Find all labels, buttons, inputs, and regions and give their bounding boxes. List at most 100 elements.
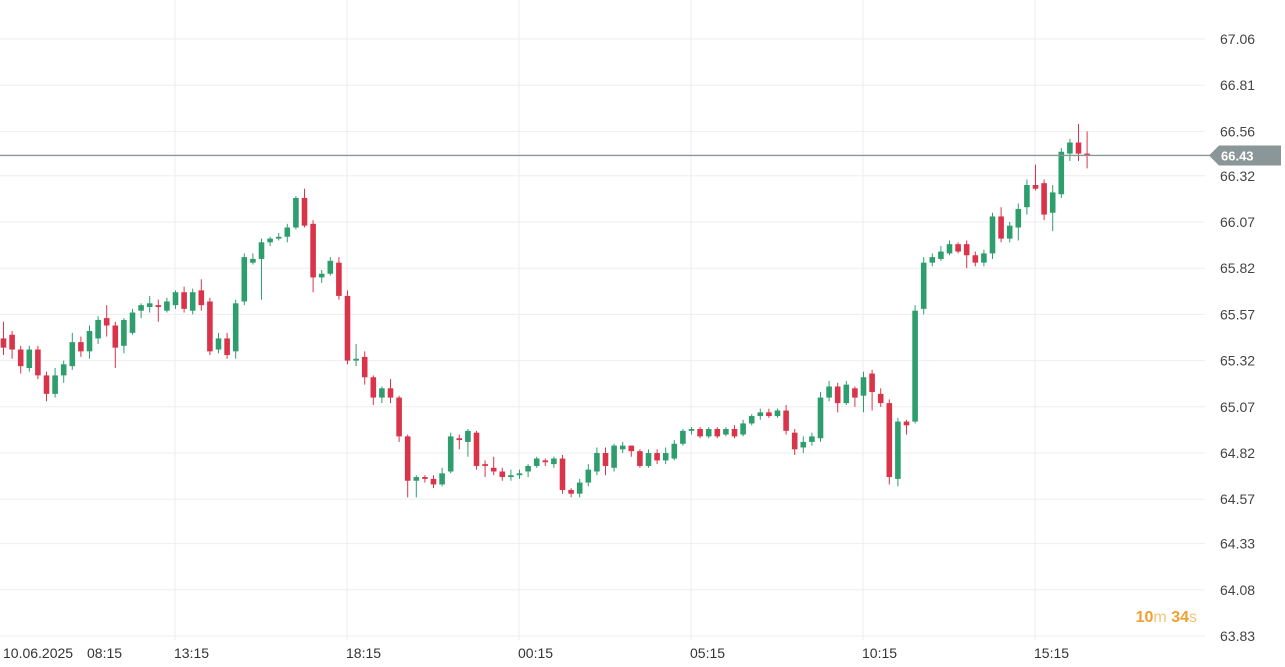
y-tick-label: 65.82 [1220,260,1255,276]
candle-body [473,432,480,466]
candle-body [181,292,187,309]
candle-body [275,236,282,239]
candle-body [43,375,50,394]
candle-body [843,384,850,404]
candle-body [1084,153,1090,156]
candle-body [809,436,815,442]
y-tick-label: 65.32 [1220,353,1255,369]
candle-body [112,325,119,348]
candle-body [103,318,110,326]
candle-body [310,223,316,278]
candle-body [439,473,445,485]
y-tick-label: 66.56 [1220,123,1255,139]
candle-body [258,242,265,259]
candle-body [834,386,841,404]
candle-body [551,458,557,465]
candle-body [705,428,712,437]
candle-body [766,412,772,417]
candle-body [740,423,746,435]
candle-body [611,445,617,468]
candle-body [344,295,351,361]
candle-body [783,410,789,431]
candle-body [1006,225,1013,239]
candle-body [121,319,127,346]
candle-body [387,388,394,398]
x-tick-label: 15:15 [1034,645,1069,661]
candle-body [1032,185,1039,189]
x-tick-label: 05:15 [690,645,725,661]
candle-body [404,436,411,481]
candle-body [1075,142,1082,154]
y-tick-label: 64.82 [1220,445,1255,461]
x-tick-label: 18:15 [346,645,381,661]
candle-body [0,338,7,348]
candle-body [138,305,144,311]
candle-body [559,458,566,490]
candle-body [731,428,738,437]
candle-body [576,482,583,494]
candle-body [886,403,893,478]
current-price-label: 66.43 [1221,148,1254,163]
candle-body [86,331,93,352]
candle-body [267,238,273,243]
candle-body [869,373,875,393]
candle-body [379,388,385,398]
candle-body [155,305,162,308]
candle-body [353,358,359,361]
countdown-seconds: 34 [1171,609,1189,626]
candle-body [456,438,463,441]
candle-body [293,197,299,228]
y-tick-label: 65.57 [1220,306,1255,322]
candle-body [250,258,256,263]
candle-body [817,397,824,439]
x-tick-label: 10.06.2025 [3,645,73,661]
candle-body [791,432,798,450]
y-tick-label: 66.07 [1220,214,1255,230]
candle-body [224,338,230,356]
candle-body [1049,192,1056,213]
candle-body [69,342,76,367]
candle-body [482,464,488,466]
candle-body [35,349,41,376]
candle-body [284,227,291,237]
candle-body [1015,209,1022,228]
candle-body [490,467,497,472]
candle-body [963,244,970,256]
candle-body [525,465,531,472]
candle-body [946,244,953,254]
candle-body [662,453,669,461]
candle-body [215,338,222,350]
candle-body [430,478,437,485]
candle-body [929,257,936,263]
candle-body [189,292,196,311]
candle-body [146,303,153,308]
y-tick-label: 66.81 [1220,77,1255,93]
countdown-minutes-unit: m [1153,609,1167,626]
y-tick-label: 64.57 [1220,491,1255,507]
x-tick-label: 00:15 [518,645,553,661]
candle-body [628,445,635,452]
candle-body [826,386,832,398]
candle-body [619,445,626,450]
candle-body [17,349,24,367]
candle-body [516,473,523,476]
candle-body [198,290,205,306]
candle-body [602,453,609,466]
candle-body [129,312,136,333]
candle-body [697,428,703,437]
candle-body [52,375,58,394]
candle-body [164,301,170,311]
candle-body [938,251,944,259]
x-tick-label: 08:15 [87,645,122,661]
y-tick-label: 64.08 [1220,582,1255,598]
candle-body [413,477,420,481]
candle-body [757,412,764,417]
candle-body [396,397,402,437]
candle-body [447,436,454,472]
candle-body [508,475,514,478]
candle-body [654,453,660,461]
candle-body [370,377,377,398]
y-axis: 67.06 66.81 66.56 66.32 66.07 65.82 65.57 65.32… [1220,31,1255,644]
candle-body [955,244,961,252]
